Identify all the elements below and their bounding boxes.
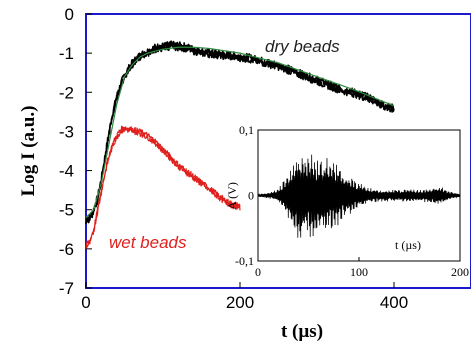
inset-y-tick-label: -0,1: [235, 254, 254, 268]
plot-frame: [85, 13, 471, 289]
series-dry-beads: [85, 40, 395, 225]
inset-y-tick-label: 0,1: [239, 123, 254, 137]
inset-x-tick-label: 100: [350, 265, 368, 279]
inset-waveform: [257, 154, 461, 238]
y-tick-label: -1: [59, 44, 74, 63]
inset-y-tick-label: 0: [248, 189, 254, 203]
y-tick-label: -3: [59, 122, 74, 141]
inset-x-axis-label: t (µs): [395, 238, 421, 252]
y-tick-label: -2: [59, 83, 74, 102]
y-tick-label: -7: [59, 279, 74, 298]
main-series: [85, 40, 395, 249]
inset-y-axis-label: A (V): [225, 182, 239, 210]
x-tick-label: 400: [380, 293, 408, 312]
inset-x-tick-label: 200: [451, 265, 469, 279]
y-axis-label: Log I (a.u.): [18, 106, 39, 197]
y-tick-label: -4: [59, 162, 74, 181]
inset-series: [257, 154, 461, 238]
x-axis-label: t (µs): [281, 321, 323, 342]
x-axis-ticks: 0 200 400: [81, 282, 408, 312]
y-tick-label: 0: [65, 5, 74, 24]
x-tick-label: 200: [226, 293, 254, 312]
y-tick-label: -6: [59, 240, 74, 259]
y-axis-ticks: 0 -1 -2 -3 -4 -5 -6 -7: [59, 5, 92, 298]
series-wet-beads: [85, 125, 241, 249]
y-tick-label: -5: [59, 201, 74, 220]
series-dry-fit: [85, 46, 395, 218]
annotation-dry-beads: dry beads: [265, 37, 340, 56]
inset-ticks: 0,10-0,10 100 200: [235, 123, 469, 279]
x-tick-label: 0: [81, 293, 90, 312]
annotation-wet-beads: wet beads: [109, 233, 187, 252]
inset-x-tick-label: 0: [255, 265, 261, 279]
